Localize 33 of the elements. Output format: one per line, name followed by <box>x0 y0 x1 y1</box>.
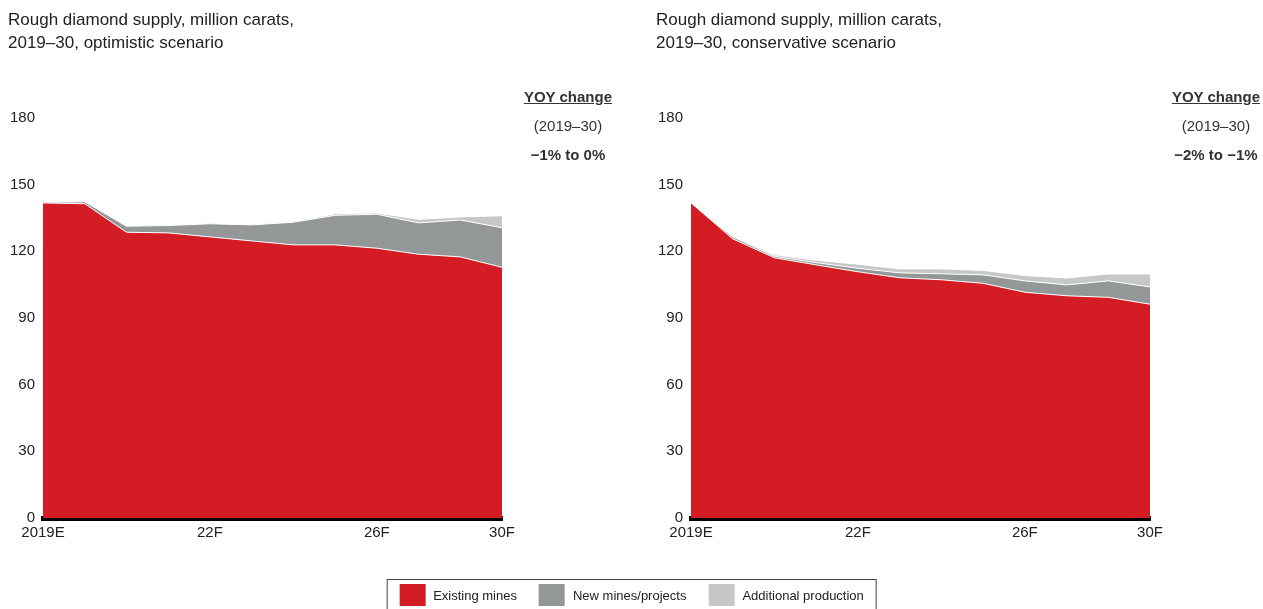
x-tick-label: 26F <box>1011 523 1038 541</box>
x-tick-label: 26F <box>363 523 390 541</box>
legend-label: Existing mines <box>433 587 517 603</box>
y-tick-label: 90 <box>18 308 36 326</box>
x-tick-label: 22F <box>197 523 223 541</box>
y-tick-label: 90 <box>666 308 684 326</box>
y-tick-label: 0 <box>674 508 684 526</box>
y-tick-label: 30 <box>666 441 684 459</box>
y-tick-label: 150 <box>10 174 36 192</box>
text: (2019–30) <box>532 117 604 136</box>
x-tick-label: 30F <box>489 523 515 541</box>
chart-title: Rough diamond supply, million carats, 2019–30, conservative scenario <box>656 9 943 54</box>
y-tick-label: 120 <box>658 241 684 259</box>
x-tick-label: 22F <box>845 523 871 541</box>
text: −1% to 0% <box>529 146 607 165</box>
text: (2019–30) <box>1180 117 1252 136</box>
y-tick-label: 180 <box>10 108 36 126</box>
y-tick-label: 60 <box>18 374 36 392</box>
chart-title: Rough diamond supply, million carats, 2019–30, optimistic scenario <box>8 9 295 54</box>
y-tick-label: 30 <box>18 441 36 459</box>
text: YOY change <box>523 88 612 107</box>
y-tick-label: 150 <box>658 174 684 192</box>
legend-label: New mines/projects <box>572 587 687 603</box>
text: YOY change <box>1171 88 1260 107</box>
x-tick-label: 2019E <box>669 523 713 541</box>
y-tick-label: 180 <box>658 108 684 126</box>
x-tick-label: 2019E <box>21 523 65 541</box>
legend-label: Additional production <box>742 587 864 603</box>
text: −2% to −1% <box>1173 146 1259 165</box>
y-tick-label: 120 <box>10 241 36 259</box>
x-tick-label: 30F <box>1137 523 1163 541</box>
y-tick-label: 0 <box>26 508 36 526</box>
y-tick-label: 60 <box>666 374 684 392</box>
